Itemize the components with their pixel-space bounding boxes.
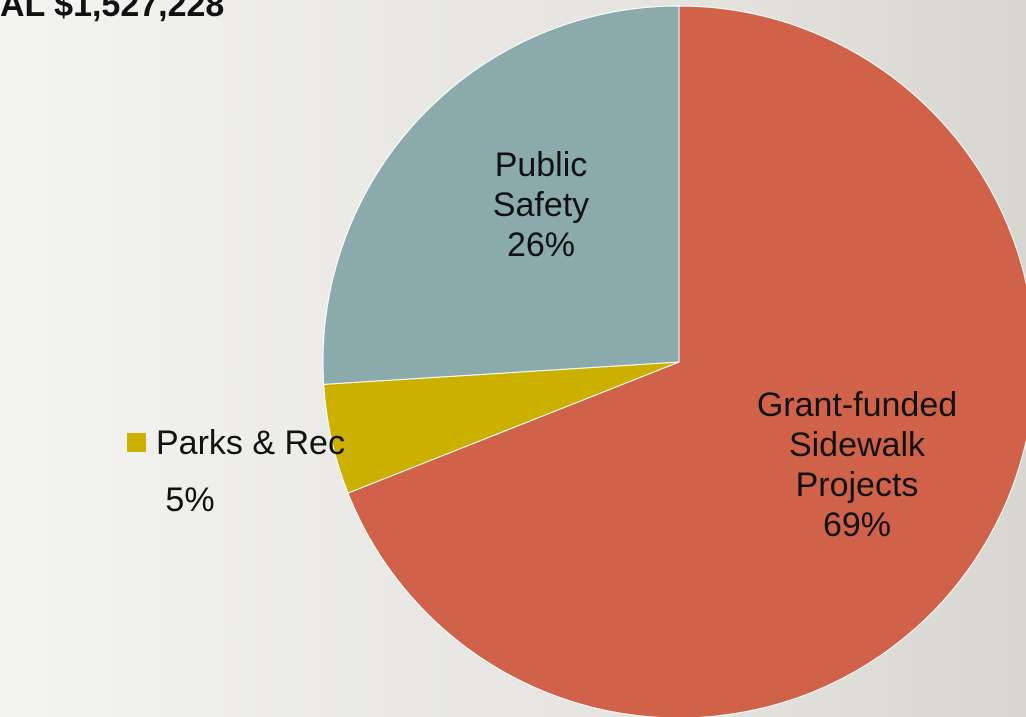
pie-slice — [322, 5, 680, 385]
legend-swatch — [127, 433, 146, 452]
slice-label: Public Safety 26% — [461, 145, 621, 265]
category-label: Public Safety — [492, 146, 590, 224]
slice-label: Grant-funded Sidewalk Projects 69% — [717, 385, 997, 545]
value-label: 5% — [165, 481, 215, 519]
chart-title: AL $1,527,228 — [0, 0, 225, 24]
category-label: Parks & Rec — [156, 424, 345, 462]
category-label: Grant-funded Sidewalk Projects — [756, 386, 958, 504]
value-label: 69% — [822, 506, 892, 544]
value-label: 26% — [506, 226, 576, 264]
pie-slice — [347, 5, 1026, 717]
